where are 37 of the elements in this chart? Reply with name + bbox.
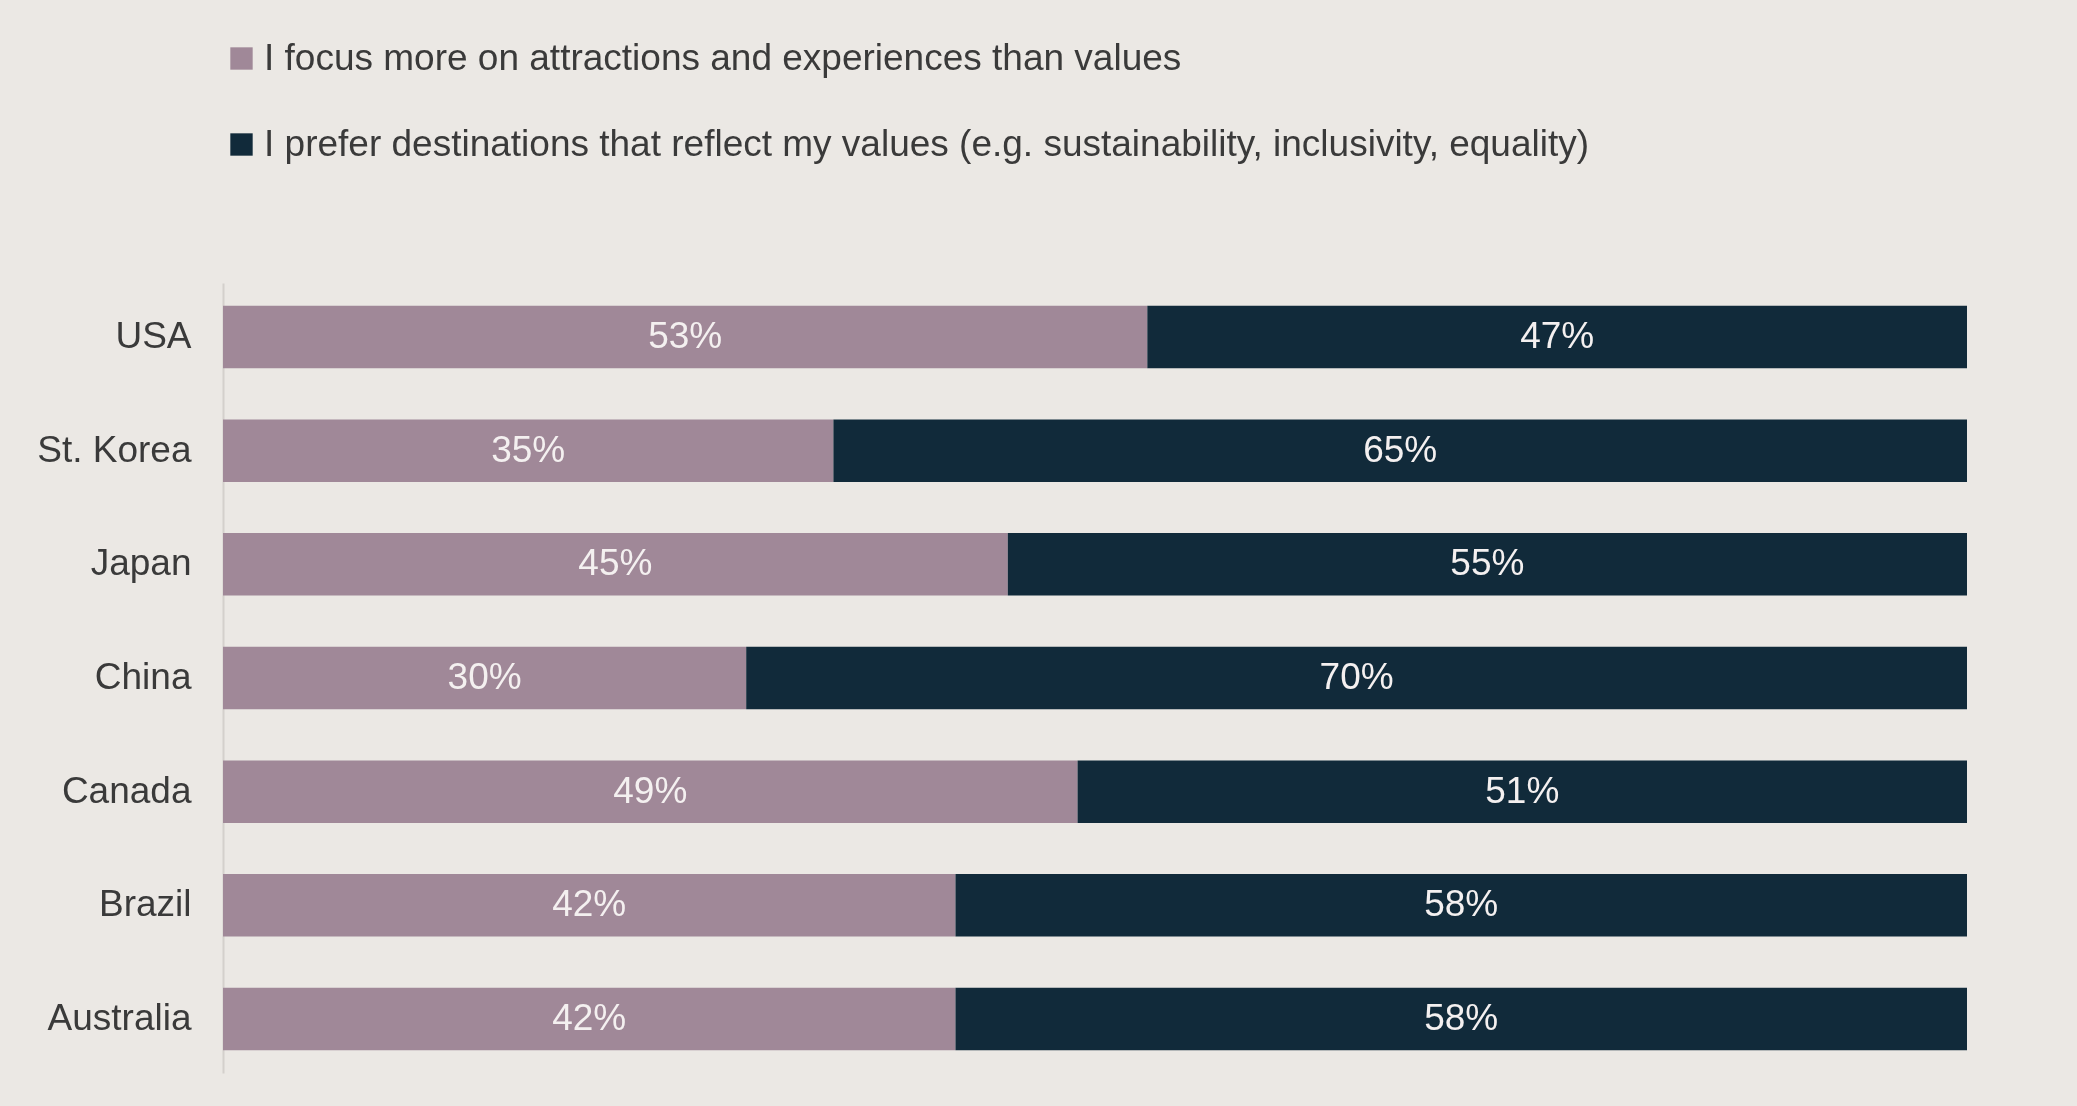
data-label: 53% <box>648 314 723 356</box>
y-tick-label: Brazil <box>98 883 192 925</box>
bar <box>223 533 1008 596</box>
data-label: 51% <box>1485 769 1560 811</box>
data-label: 30% <box>447 656 522 697</box>
bar <box>1147 305 1967 369</box>
bar <box>223 760 1078 823</box>
y-tick-label: Canada <box>61 769 192 811</box>
data-label: 42% <box>552 997 627 1039</box>
y-tick-label: Australia <box>47 997 192 1039</box>
data-label: 58% <box>1424 883 1499 925</box>
y-tick-label: USA <box>115 314 192 356</box>
data-label: 70% <box>1319 656 1394 697</box>
data-label: 58% <box>1424 997 1499 1039</box>
data-label: 55% <box>1450 542 1525 584</box>
bar <box>223 987 956 1051</box>
bar <box>223 305 1148 369</box>
bar <box>223 419 834 482</box>
y-tick-label: Japan <box>90 542 192 584</box>
bar <box>1007 533 1967 596</box>
bar <box>223 874 956 937</box>
bar <box>1077 760 1967 823</box>
bar <box>833 419 1967 482</box>
data-label: 42% <box>552 883 627 925</box>
legend-label: I prefer destinations that reflect my values (e.g. sustainability, inclusivity, equality) <box>264 122 1590 164</box>
bar <box>955 874 1967 937</box>
bar <box>955 987 1967 1051</box>
data-label: 65% <box>1363 428 1438 470</box>
y-tick-label: China <box>94 656 192 697</box>
legend-label: I focus more on attractions and experiences than values <box>264 36 1182 78</box>
data-label: 35% <box>491 428 566 470</box>
bar <box>223 646 747 710</box>
y-tick-label: St. Korea <box>37 428 192 470</box>
data-label: 49% <box>613 769 688 811</box>
bar <box>746 646 1967 710</box>
data-label: 47% <box>1520 314 1595 356</box>
data-label: 45% <box>578 542 653 584</box>
